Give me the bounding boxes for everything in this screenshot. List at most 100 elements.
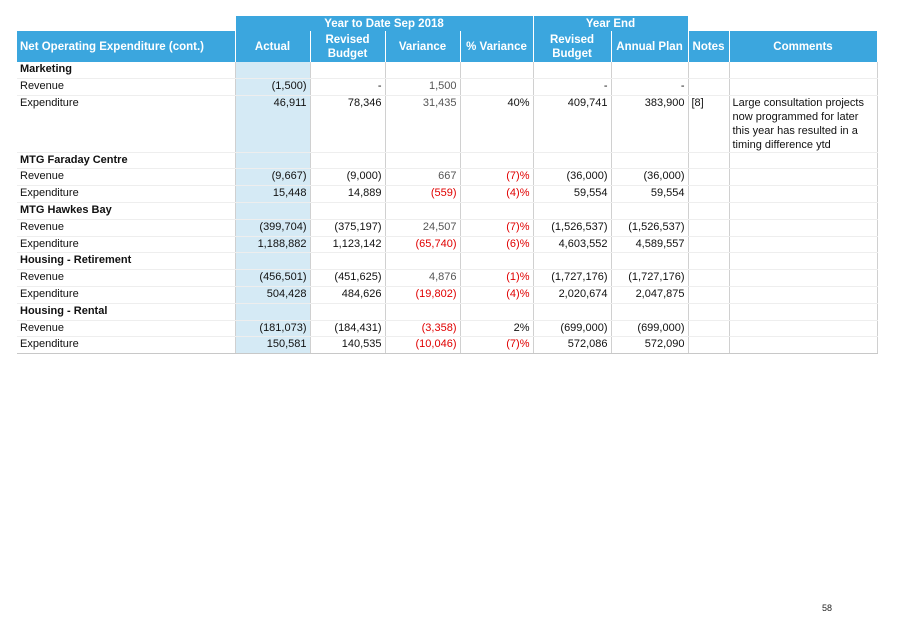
section-row: MTG Hawkes Bay xyxy=(17,202,878,220)
cell: - xyxy=(611,78,689,96)
cell xyxy=(611,303,689,321)
cell: (19,802) xyxy=(385,286,461,304)
cell: 24,507 xyxy=(385,219,461,237)
cell xyxy=(729,286,878,304)
data-row: Expenditure 46,911 78,346 31,435 40% 409,741 3… xyxy=(17,95,878,153)
column-headers: Net Operating Expenditure (cont.) Actual R… xyxy=(17,31,878,62)
cell xyxy=(729,269,878,287)
cell xyxy=(729,320,878,338)
cell xyxy=(729,185,878,203)
row-label: Expenditure xyxy=(17,336,236,355)
cell: (699,000) xyxy=(533,320,612,338)
cell: 667 xyxy=(385,168,461,187)
cell xyxy=(533,252,612,271)
cell: (4)% xyxy=(460,185,534,203)
cell: (9,667) xyxy=(235,168,311,187)
cell xyxy=(235,252,311,271)
cell xyxy=(688,252,730,271)
cell: 15,448 xyxy=(235,185,311,203)
data-row: Revenue (456,501) (451,625) 4,876 (1)% (1,727… xyxy=(17,269,878,287)
data-row: Revenue (181,073) (184,431) (3,358) 2% (699,0… xyxy=(17,320,878,338)
column-header: Revised Budget xyxy=(533,31,612,62)
cell xyxy=(729,152,878,170)
cell: (7)% xyxy=(460,168,534,187)
cell xyxy=(688,303,730,321)
cell xyxy=(385,303,461,321)
cell xyxy=(688,152,730,170)
cell: 504,428 xyxy=(235,286,311,304)
cell xyxy=(385,252,461,271)
cell xyxy=(385,202,461,220)
cell: 4,876 xyxy=(385,269,461,287)
cell: (65,740) xyxy=(385,236,461,254)
cell: 2,020,674 xyxy=(533,286,612,304)
section-row: Housing - Rental xyxy=(17,303,878,321)
cell: (7)% xyxy=(460,219,534,237)
blank-header xyxy=(688,16,878,31)
cell xyxy=(310,252,386,271)
row-label: Expenditure xyxy=(17,236,236,254)
data-row: Expenditure 1,188,882 1,123,142 (65,740) (6)… xyxy=(17,236,878,254)
cell: 2,047,875 xyxy=(611,286,689,304)
data-row: Revenue (1,500) -1,500- - xyxy=(17,78,878,96)
cell: (3,358) xyxy=(385,320,461,338)
cell xyxy=(460,62,534,79)
cell xyxy=(729,236,878,254)
cell xyxy=(235,152,311,170)
cell xyxy=(611,202,689,220)
cell xyxy=(688,78,730,96)
cell xyxy=(460,202,534,220)
cell: 14,889 xyxy=(310,185,386,203)
row-label: Marketing xyxy=(17,62,236,79)
cell: (36,000) xyxy=(611,168,689,187)
cell xyxy=(235,303,311,321)
row-label: MTG Faraday Centre xyxy=(17,152,236,170)
row-label: Revenue xyxy=(17,219,236,237)
section-row: Housing - Retirement xyxy=(17,252,878,271)
cell xyxy=(729,219,878,237)
data-row: Revenue (9,667) (9,000) 667 (7)% (36,000) (36,… xyxy=(17,168,878,187)
group-header: Year End xyxy=(533,16,689,31)
cell: 1,123,142 xyxy=(310,236,386,254)
row-label: Housing - Retirement xyxy=(17,252,236,271)
row-label: Revenue xyxy=(17,168,236,187)
data-row: Expenditure 15,448 14,889 (559) (4)% 59,554 59… xyxy=(17,185,878,203)
cell: 31,435 xyxy=(385,95,461,153)
cell xyxy=(611,152,689,170)
cell: 150,581 xyxy=(235,336,311,355)
data-row: Revenue (399,704) (375,197) 24,507 (7)% (1,52… xyxy=(17,219,878,237)
data-row: Expenditure 150,581 140,535 (10,046) (7)% 572… xyxy=(17,336,878,355)
cell xyxy=(460,252,534,271)
cell xyxy=(235,202,311,220)
cell: 383,900 xyxy=(611,95,689,153)
cell: (10,046) xyxy=(385,336,461,355)
row-label: Revenue xyxy=(17,320,236,338)
cell: 4,603,552 xyxy=(533,236,612,254)
cell: (1,500) xyxy=(235,78,311,96)
cell xyxy=(688,202,730,220)
cell xyxy=(729,336,878,355)
table-body: Marketing Revenue (1,500) -1,500- - Expenditu… xyxy=(17,62,878,355)
cell: (181,073) xyxy=(235,320,311,338)
cell: 40% xyxy=(460,95,534,153)
cell xyxy=(533,152,612,170)
cell: 78,346 xyxy=(310,95,386,153)
cell xyxy=(533,202,612,220)
cell xyxy=(729,202,878,220)
cell xyxy=(385,62,461,79)
cell: 409,741 xyxy=(533,95,612,153)
column-header: Net Operating Expenditure (cont.) xyxy=(17,31,236,62)
column-header: Variance xyxy=(385,31,461,62)
row-label: Housing - Rental xyxy=(17,303,236,321)
cell: 140,535 xyxy=(310,336,386,355)
row-label: Expenditure xyxy=(17,286,236,304)
cell xyxy=(688,286,730,304)
cell: 572,086 xyxy=(533,336,612,355)
cell: (699,000) xyxy=(611,320,689,338)
cell: 4,589,557 xyxy=(611,236,689,254)
cell: 59,554 xyxy=(533,185,612,203)
cell: 1,500 xyxy=(385,78,461,96)
cell: (1,727,176) xyxy=(611,269,689,287)
cell: (399,704) xyxy=(235,219,311,237)
